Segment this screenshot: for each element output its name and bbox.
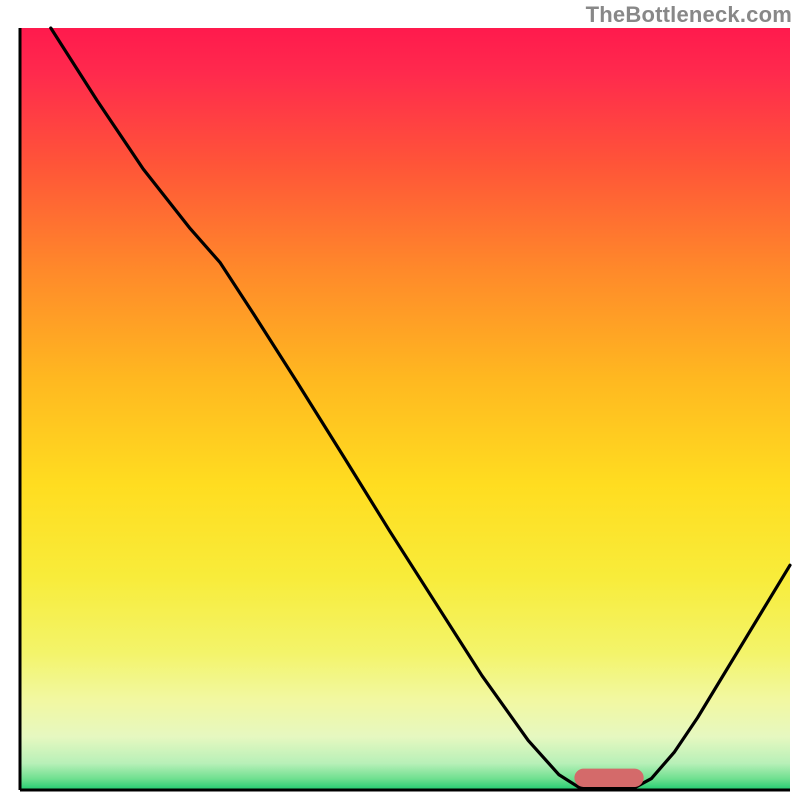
chart-container: TheBottleneck.com	[0, 0, 800, 800]
optimal-range-marker	[574, 769, 643, 787]
plot-background	[20, 28, 790, 790]
watermark-text: TheBottleneck.com	[586, 2, 792, 28]
bottleneck-curve-chart	[0, 0, 800, 800]
